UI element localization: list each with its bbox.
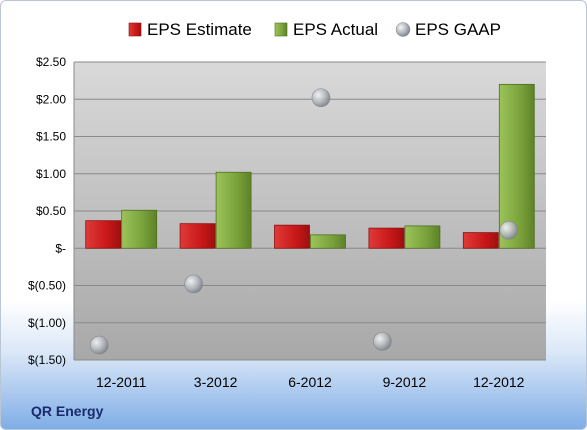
eps-actual-bar (498, 83, 535, 249)
y-tick-label: $(1.00) (28, 316, 66, 330)
eps-gaap-marker (499, 221, 519, 240)
company-name: QR Energy (31, 403, 104, 419)
y-tick-label: $(1.50) (28, 353, 66, 367)
eps-gaap-marker (373, 332, 392, 351)
eps-actual-bar (404, 225, 441, 249)
y-tick-label: $- (55, 241, 66, 255)
y-tick-label: $2.50 (36, 55, 66, 69)
y-tick-label: $(0.50) (28, 279, 66, 293)
eps-estimate-bar (179, 223, 216, 249)
eps-estimate-bar (85, 220, 122, 249)
eps-actual-bar (215, 171, 252, 249)
legend-eps-estimate-label: EPS Estimate (147, 20, 252, 39)
eps-gaap-marker (311, 88, 331, 108)
eps-estimate-bar (462, 232, 499, 249)
eps-estimate-bar (368, 227, 405, 249)
x-tick-label: 12-2012 (473, 374, 525, 390)
y-tick-label: $1.50 (36, 130, 66, 144)
legend-eps-estimate-swatch (128, 22, 142, 37)
eps-estimate-bar (274, 224, 310, 249)
eps-actual-bar (310, 234, 346, 249)
y-tick-label: $1.00 (36, 167, 66, 181)
legend-eps-actual-label: EPS Actual (293, 20, 378, 39)
eps-gaap-marker (89, 335, 109, 355)
x-tick-label: 12-2011 (96, 374, 147, 390)
x-tick-label: 6-2012 (288, 374, 332, 390)
eps-gaap-marker (184, 274, 203, 294)
legend-eps-actual-swatch (274, 22, 288, 37)
y-tick-label: $0.50 (36, 204, 66, 218)
x-tick-label: 3-2012 (194, 374, 238, 390)
eps-actual-bar (121, 209, 158, 249)
legend-eps-gaap-swatch (395, 22, 411, 37)
y-tick-label: $2.00 (36, 92, 66, 106)
legend-eps-gaap-label: EPS GAAP (415, 20, 501, 39)
x-tick-label: 9-2012 (383, 374, 427, 390)
